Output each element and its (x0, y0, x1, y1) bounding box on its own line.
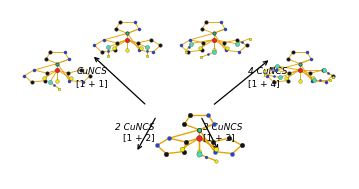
Text: 2 CuNCS: 2 CuNCS (115, 123, 154, 132)
Text: 4 CuNCS: 4 CuNCS (248, 67, 287, 76)
Text: 3 CuNCS: 3 CuNCS (203, 123, 242, 132)
Text: [1 + 2]: [1 + 2] (123, 133, 154, 143)
Text: [1 + 3]: [1 + 3] (203, 133, 234, 143)
Text: CuNCS: CuNCS (77, 67, 108, 76)
Text: [1 + 4]: [1 + 4] (248, 79, 279, 88)
Text: [1 + 1]: [1 + 1] (76, 79, 108, 88)
